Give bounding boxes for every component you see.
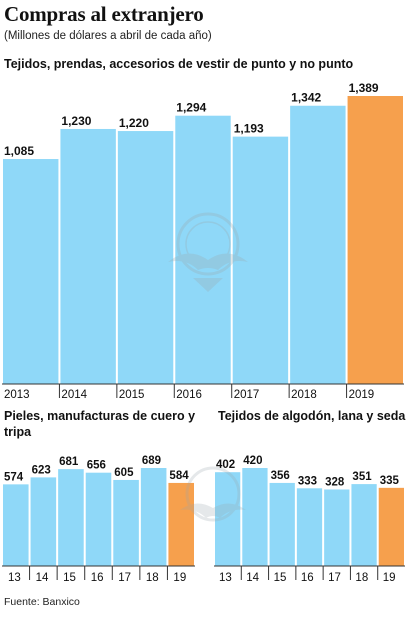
data-label-15: 356: [271, 470, 290, 482]
x-tick-label-13: 13: [8, 572, 21, 584]
data-label-13: 402: [216, 459, 235, 471]
data-label-16: 333: [298, 475, 317, 487]
x-tick-label-17: 17: [118, 572, 131, 584]
data-label-13: 574: [4, 471, 24, 483]
data-label-2017: 1,193: [234, 122, 264, 136]
bar-14: [30, 477, 57, 566]
bar-2016: [175, 115, 231, 384]
x-tick-label-2013: 2013: [4, 389, 30, 401]
bar-18: [351, 484, 377, 566]
bar-2018: [290, 105, 346, 384]
data-label-2018: 1,342: [291, 91, 321, 105]
x-tick-label-2019: 2019: [349, 389, 375, 401]
bar-17: [113, 479, 139, 566]
data-label-19: 584: [169, 470, 189, 482]
data-label-2019: 1,389: [349, 81, 379, 95]
x-tick-label-2018: 2018: [291, 389, 317, 401]
x-tick-label-13: 13: [219, 572, 232, 584]
x-tick-label-19: 19: [383, 572, 396, 584]
data-label-14: 420: [243, 455, 262, 467]
x-tick-label-16: 16: [301, 572, 314, 584]
x-tick-label-15: 15: [274, 572, 287, 584]
chart-2-title: Pieles, manufacturas de cuero y tripa: [4, 409, 196, 439]
bar-2014: [60, 128, 116, 384]
x-tick-label-19: 19: [173, 572, 186, 584]
chart-tejidos-prendas: 1,085 2013 1,230 2014 1,220 2015 1,294 2016 1,19…: [2, 81, 404, 401]
bar-2017: [232, 136, 289, 384]
x-tick-label-14: 14: [246, 572, 259, 584]
chart-algodon-lana-seda: 402 13 420 14 356 15 333 16 328 17 351 18 335 19: [214, 455, 405, 584]
bar-15: [58, 469, 84, 566]
bar-16: [296, 488, 323, 566]
data-label-19: 335: [380, 475, 400, 487]
chart-1-title: Tejidos, prendas, accesorios de vestir d…: [4, 57, 354, 71]
bar-19: [378, 487, 404, 566]
x-tick-label-2014: 2014: [61, 389, 87, 401]
x-tick-label-2016: 2016: [176, 389, 202, 401]
bar-15: [269, 482, 295, 566]
data-label-14: 623: [32, 464, 51, 476]
data-label-18: 689: [142, 455, 161, 467]
bar-13: [215, 472, 241, 566]
data-label-17: 605: [114, 467, 134, 479]
bar-2015: [117, 131, 174, 384]
data-label-2013: 1,085: [4, 144, 34, 158]
data-label-2015: 1,220: [119, 116, 149, 130]
x-tick-label-18: 18: [355, 572, 368, 584]
data-label-15: 681: [59, 456, 79, 468]
bar-2013: [3, 159, 59, 384]
bar-18: [140, 468, 167, 566]
x-tick-label-17: 17: [328, 572, 341, 584]
page-subtitle: (Millones de dólares a abril de cada año…: [4, 30, 212, 42]
x-tick-label-16: 16: [91, 572, 104, 584]
x-tick-label-14: 14: [36, 572, 49, 584]
page-title: Compras al extranjero: [4, 2, 204, 26]
x-tick-label-15: 15: [63, 572, 76, 584]
bar-14: [242, 468, 268, 566]
source-note: Fuente: Banxico: [4, 596, 80, 608]
bar-13: [3, 484, 29, 566]
bar-2019: [347, 96, 403, 384]
bar-16: [85, 472, 112, 566]
data-label-2016: 1,294: [176, 101, 206, 115]
data-label-16: 656: [87, 460, 106, 472]
x-tick-label-2017: 2017: [234, 389, 260, 401]
data-label-18: 351: [352, 471, 372, 483]
data-label-2014: 1,230: [61, 114, 91, 128]
x-tick-label-18: 18: [146, 572, 159, 584]
bar-19: [168, 482, 194, 566]
bar-17: [324, 489, 350, 566]
chart-3-title: Tejidos de algodón, lana y seda: [218, 409, 406, 423]
x-tick-label-2015: 2015: [119, 389, 145, 401]
chart-pieles-cuero: 574 13 623 14 681 15 656 16 605 17 689 18 584 19: [2, 455, 195, 584]
data-label-17: 328: [325, 476, 345, 488]
